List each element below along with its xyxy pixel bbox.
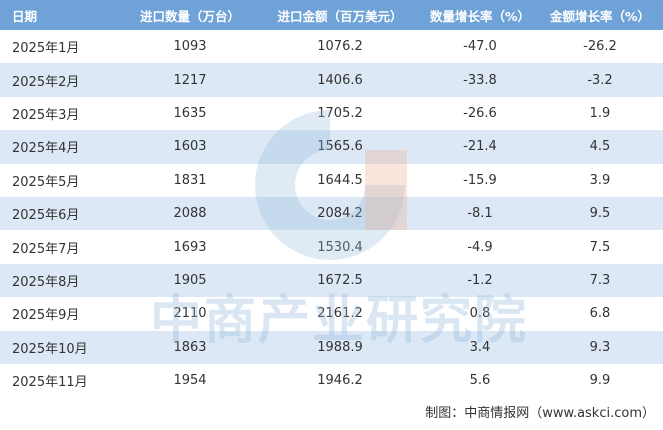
table-cell: 9.3 (589, 339, 611, 355)
table-cell: 2161.2 (317, 306, 363, 322)
header-cell: 金额增长率（%） (549, 8, 651, 24)
table-cell: -33.8 (463, 72, 497, 88)
table-cell: 1954 (173, 373, 207, 389)
header-cell: 数量增长率（%） (429, 8, 531, 24)
table-cell: 2110 (173, 306, 207, 322)
footer: 制图：中商情报网（www.askci.com） (425, 406, 655, 421)
table-row: 2025年9月 2110 2161.2 0.8 6.8 (0, 297, 663, 330)
table-cell: 1217 (173, 72, 207, 88)
table-cell: -47.0 (463, 39, 497, 55)
table-cell: -21.4 (463, 139, 497, 155)
table-cell: 2084.2 (317, 206, 363, 222)
table-cell: 1530.4 (317, 240, 363, 255)
table-cell: -26.6 (463, 105, 497, 121)
header-row: 日期 进口数量（万台） 进口金额（百万美元） 数量增长率（%） 金额增长率（%） (0, 0, 663, 30)
table-cell: 0.8 (469, 306, 491, 322)
table-cell: 2025年1月 (12, 41, 80, 57)
table-cell: -4.9 (467, 239, 493, 255)
table-row: 2025年2月 1217 1406.6 -33.8 -3.2 (0, 63, 663, 97)
table-cell: 1672.5 (317, 272, 363, 288)
table-cell: 2025年2月 (12, 74, 80, 90)
table-cell: 1093 (173, 39, 207, 55)
table-cell: -26.2 (583, 39, 617, 55)
table-row: 2025年7月 1693 1530.4 -4.9 7.5 (0, 230, 663, 263)
table-row: 2025年3月 1635 1705.2 -26.6 1.9 (0, 97, 663, 130)
table-cell: -3.2 (587, 72, 613, 88)
table-cell: -8.1 (467, 206, 493, 222)
table-cell: 2025年5月 (12, 174, 80, 190)
table-cell: 4.5 (589, 139, 611, 155)
table-cell: 1.9 (589, 105, 611, 121)
table-cell: 2025年9月 (12, 308, 80, 324)
table-cell: 2025年10月 (12, 341, 88, 357)
table-cell: 1603 (173, 139, 207, 155)
table-cell: 2025年11月 (12, 375, 88, 391)
header-cell: 进口金额（百万美元） (277, 8, 403, 24)
table-cell: 5.6 (469, 373, 491, 389)
table-cell: 3.4 (469, 339, 491, 355)
table-row: 2025年6月 2088 2084.2 -8.1 9.5 (0, 197, 663, 231)
table-cell: 1693 (173, 239, 207, 255)
table-cell: 9.9 (589, 373, 611, 389)
table-cell: 2025年3月 (12, 107, 80, 123)
table-cell: 2025年4月 (12, 141, 80, 157)
table-cell: 1905 (173, 272, 207, 288)
table-cell: 1565.6 (317, 139, 363, 155)
table-cell: 2025年7月 (12, 241, 80, 257)
watermark-logo (255, 110, 407, 260)
table-cell: 1644.5 (317, 172, 363, 188)
table-row: 2025年11月 1954 1946.2 5.6 9.9 (0, 364, 663, 397)
table-cell: 3.9 (589, 172, 611, 188)
table-cell: 7.3 (589, 272, 611, 288)
table-cell: 1988.9 (317, 339, 363, 355)
table-row: 2025年4月 1603 1565.6 -21.4 4.5 (0, 130, 663, 164)
table-row: 2025年8月 1905 1672.5 -1.2 7.3 (0, 263, 663, 298)
table-cell: 7.5 (589, 239, 611, 255)
table-cell: -15.9 (463, 172, 497, 188)
header-cell: 日期 (12, 8, 38, 24)
table-cell: 2025年6月 (12, 208, 80, 224)
table-cell: 9.5 (589, 206, 611, 222)
table-cell: 1635 (173, 105, 207, 121)
table-cell: 1946.2 (317, 373, 363, 389)
table-cell: 2088 (173, 206, 207, 222)
table-cell: 1705.2 (317, 105, 363, 121)
table-cell: 1076.2 (317, 39, 363, 55)
table-cell: 2025年8月 (12, 274, 80, 290)
table-cell: 1406.6 (317, 72, 363, 88)
header-cell: 进口数量（万台） (139, 8, 241, 24)
table-row: 2025年5月 1831 1644.5 -15.9 3.9 (0, 164, 663, 197)
table-row: 2025年10月 1863 1988.9 3.4 9.3 (0, 330, 663, 364)
table-cell: -1.2 (467, 272, 493, 288)
table-row: 2025年1月 1093 1076.2 -47.0 -26.2 (0, 30, 663, 63)
table-cell: 6.8 (589, 306, 611, 322)
table-cell: 1831 (173, 172, 207, 188)
table-cell: 1863 (173, 339, 207, 355)
